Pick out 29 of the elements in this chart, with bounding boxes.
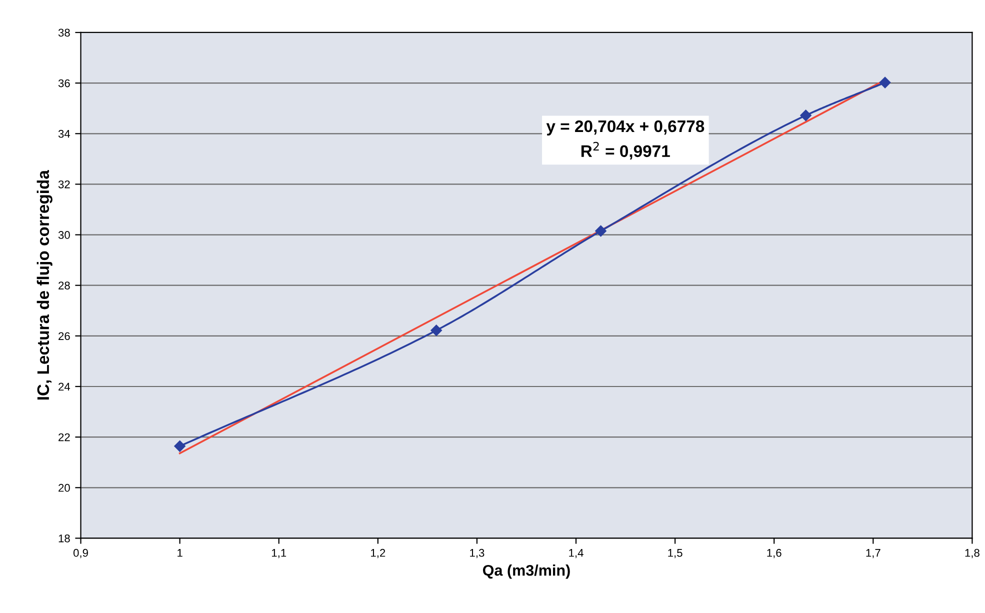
x-tick-label: 1,8 xyxy=(965,548,980,558)
x-tick-label: 1 xyxy=(178,549,182,557)
y-tick-label: 36 xyxy=(58,79,70,88)
x-tick-label: 0,9 xyxy=(73,548,88,558)
point xyxy=(879,76,891,88)
y-tick-label: 18 xyxy=(58,534,70,542)
x-tick-label: 1,7 xyxy=(866,549,880,558)
point xyxy=(595,225,606,237)
y-tick-label: 26 xyxy=(58,332,70,340)
annotation: y = 20,704x + 0,6778 R$^{2}$ = 0,9971 xyxy=(546,120,704,160)
x-tick-label: 1,2 xyxy=(371,548,386,558)
y-tick-label: 32 xyxy=(58,180,70,188)
x-tick-label: 1,4 xyxy=(569,549,584,558)
y-axis-title: IC, Lectura de flujo corregida xyxy=(36,170,52,400)
x-tick-label: 1,6 xyxy=(767,548,782,558)
y-tick-label: 30 xyxy=(58,231,70,239)
x-tick-label: 1,3 xyxy=(470,548,484,558)
point xyxy=(800,110,812,122)
y-tick-label: 34 xyxy=(58,130,70,138)
point xyxy=(430,324,442,336)
y-tick-label: 24 xyxy=(58,382,70,391)
x-tick-label: 1,1 xyxy=(272,549,286,558)
y-tick-label: 38 xyxy=(58,28,70,37)
x-axis-title: Qa (m3/min) xyxy=(482,564,570,579)
y-tick-label: 20 xyxy=(58,484,70,492)
x-tick-label: 1,5 xyxy=(668,549,682,558)
y-tick-label: 28 xyxy=(58,282,70,290)
point xyxy=(174,440,186,452)
y-tick-label: 22 xyxy=(58,433,70,442)
